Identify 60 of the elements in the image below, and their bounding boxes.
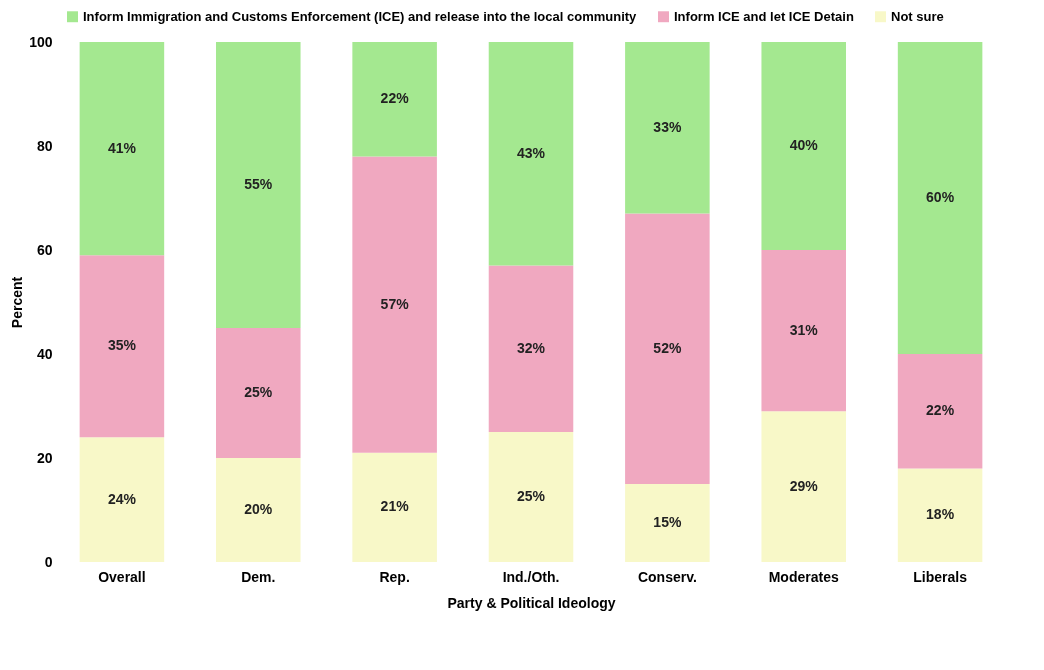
- data-label: 29%: [789, 477, 819, 494]
- x-tick-label: Conserv.: [637, 568, 697, 585]
- data-label: 40%: [789, 137, 819, 153]
- bar: [625, 42, 710, 214]
- data-label: 22%: [926, 402, 955, 419]
- bar: [79, 42, 165, 256]
- y-axis-title: Percent: [9, 276, 26, 329]
- bar: [761, 250, 846, 412]
- bar: [352, 156, 437, 453]
- bar: [488, 42, 574, 266]
- data-label: 55%: [244, 176, 273, 192]
- bar: [352, 452, 437, 562]
- x-tick-label: Moderates: [768, 568, 839, 585]
- bar: [761, 411, 846, 562]
- x-tick-label: Overall: [98, 568, 146, 585]
- legend-label: Inform Immigration and Customs Enforcement (ICE) and release into the local community: [83, 8, 638, 24]
- bar: [488, 265, 574, 432]
- x-axis-title: Party & Political Ideology: [447, 594, 616, 611]
- bar: [897, 354, 983, 469]
- x-tick-label: Rep.: [379, 568, 410, 585]
- data-label: 25%: [516, 488, 546, 504]
- data-label: 41%: [107, 139, 137, 156]
- data-label: 33%: [653, 118, 682, 135]
- bar: [79, 255, 165, 438]
- data-label: 18%: [926, 506, 955, 523]
- data-label: 25%: [244, 384, 273, 400]
- data-label: 43%: [516, 144, 546, 161]
- bar: [79, 437, 165, 562]
- x-tick-label: Dem.: [241, 568, 276, 585]
- data-label: 15%: [653, 514, 682, 530]
- bar: [352, 42, 437, 157]
- data-label: 21%: [380, 498, 410, 515]
- legend-label: Not sure: [891, 8, 944, 24]
- bar: [625, 213, 710, 484]
- y-tick-label: 100: [29, 33, 53, 50]
- legend-label: Inform ICE and let ICE Detain: [674, 8, 854, 24]
- x-tick-label: Liberals: [913, 568, 968, 585]
- data-label: 57%: [380, 295, 410, 312]
- bar: [897, 468, 983, 562]
- data-label: 22%: [380, 90, 410, 107]
- y-tick-label: 0: [44, 553, 53, 570]
- data-label: 20%: [244, 501, 273, 517]
- x-tick-label: Ind./Oth.: [502, 568, 560, 585]
- bar: [216, 42, 301, 328]
- bar: [488, 432, 574, 562]
- y-tick-label: 20: [36, 449, 53, 466]
- data-label: 60%: [926, 189, 955, 205]
- data-label: 31%: [789, 321, 819, 338]
- bar: [897, 42, 983, 354]
- y-tick-label: 60: [36, 241, 53, 258]
- data-label: 32%: [516, 339, 546, 356]
- bar: [625, 484, 710, 562]
- bar: [216, 458, 301, 562]
- y-tick-label: 40: [36, 345, 53, 362]
- data-label: 24%: [107, 490, 137, 507]
- data-label: 35%: [107, 337, 137, 354]
- bar: [216, 328, 301, 458]
- data-label: 52%: [653, 339, 682, 356]
- y-tick-label: 80: [36, 137, 53, 154]
- bar: [761, 42, 846, 250]
